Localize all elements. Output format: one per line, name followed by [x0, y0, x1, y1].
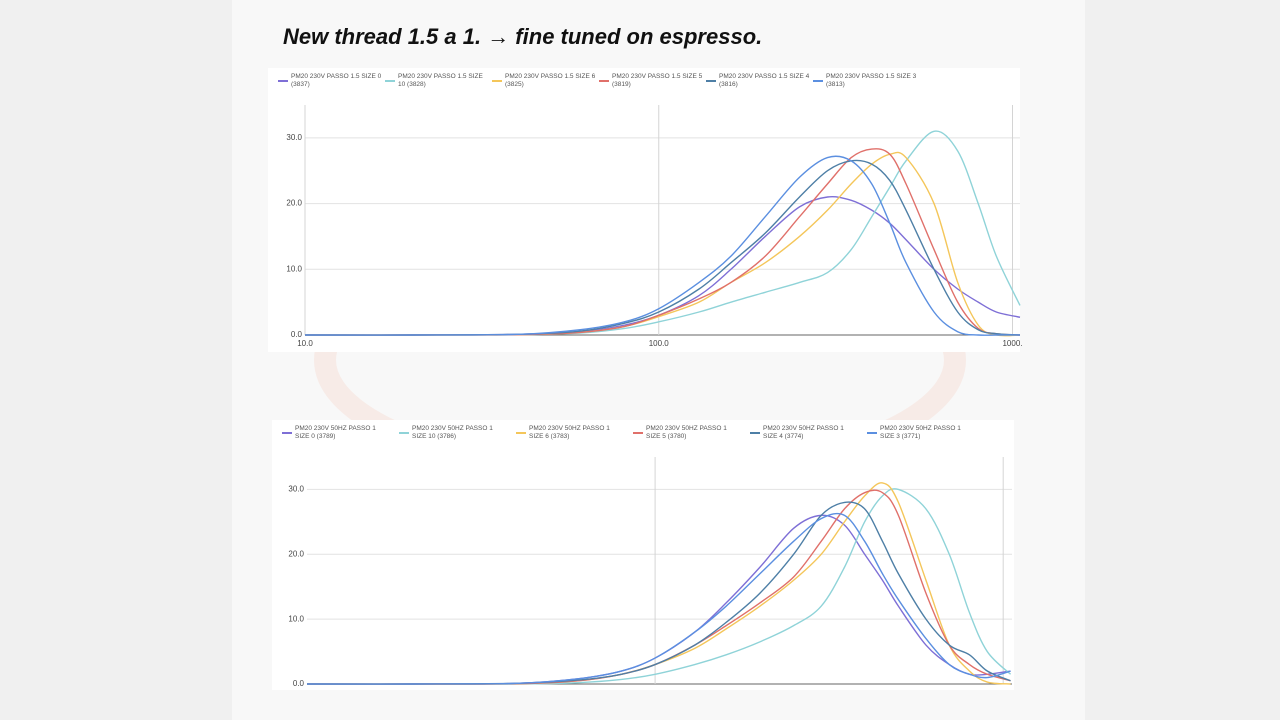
legend-swatch	[385, 80, 395, 82]
legend-swatch	[706, 80, 716, 82]
legend-swatch	[599, 80, 609, 82]
legend-swatch	[282, 432, 292, 434]
legend-label: PM20 230V PASSO 1.5 SIZE 10 (3828)	[398, 73, 483, 88]
y-tick-label: 10.0	[288, 614, 304, 623]
legend-swatch	[750, 432, 760, 434]
y-tick-label: 20.0	[286, 199, 302, 208]
chart-panel	[272, 420, 1014, 690]
legend-label: PM20 230V 50HZ PASSO 1 SIZE 4 (3774)	[763, 425, 844, 440]
plot: 0.0 10.0 20.0 30.0	[288, 457, 1012, 688]
y-tick-label: 10.0	[286, 264, 302, 273]
data-line	[306, 488, 1012, 685]
legend-item: PM20 230V 50HZ PASSO 1 SIZE 5 (3780)	[633, 425, 738, 441]
legend-item: PM20 230V 50HZ PASSO 1 SIZE 0 (3789)	[282, 425, 387, 441]
legend-swatch	[399, 432, 409, 434]
legend-swatch	[492, 80, 502, 82]
legend-item: PM20 230V PASSO 1.5 SIZE 6 (3825)	[492, 73, 597, 89]
x-tick-label: 100.0	[649, 339, 670, 348]
legend-item: PM20 230V PASSO 1.5 SIZE 0 (3837)	[278, 73, 383, 89]
legend-label: PM20 230V 50HZ PASSO 1 SIZE 6 (3783)	[529, 425, 610, 440]
legend-label: PM20 230V PASSO 1.5 SIZE 6 (3825)	[505, 73, 596, 88]
data-line	[304, 155, 1020, 336]
legend-label: PM20 230V 50HZ PASSO 1 SIZE 0 (3789)	[295, 425, 376, 440]
data-line	[306, 501, 1011, 685]
legend-swatch	[516, 432, 526, 434]
legend-swatch	[633, 432, 643, 434]
legend-item: PM20 230V 50HZ PASSO 1 SIZE 10 (3786)	[399, 425, 504, 441]
data-line	[304, 148, 1021, 336]
y-tick-label: 30.0	[286, 133, 302, 142]
legend-item: PM20 230V 50HZ PASSO 1 SIZE 4 (3774)	[750, 425, 855, 441]
y-tick-label: 20.0	[288, 549, 304, 558]
legend-item: PM20 230V PASSO 1.5 SIZE 4 (3816)	[706, 73, 811, 89]
legend-label: PM20 230V 50HZ PASSO 1 SIZE 10 (3786)	[412, 425, 493, 440]
x-tick-label: 10.0	[297, 339, 313, 348]
legend-swatch	[867, 432, 877, 434]
slide-title: New thread 1.5 a 1. → fine tuned on espr…	[283, 24, 763, 49]
legend-label: PM20 230V PASSO 1.5 SIZE 5 (3819)	[612, 73, 703, 88]
legend-label: PM20 230V 50HZ PASSO 1 SIZE 3 (3771)	[880, 425, 961, 440]
y-tick-label: 30.0	[288, 485, 304, 494]
legend-label: PM20 230V PASSO 1.5 SIZE 3 (3813)	[826, 73, 917, 88]
legend-label: PM20 230V PASSO 1.5 SIZE 4 (3816)	[719, 73, 810, 88]
legend-item: PM20 230V PASSO 1.5 SIZE 10 (3828)	[385, 73, 490, 89]
legend-swatch	[278, 80, 288, 82]
plot: 0.010.020.030.010.0 100.0 1000.	[286, 105, 1023, 348]
legend-item: PM20 230V 50HZ PASSO 1 SIZE 3 (3771)	[867, 425, 972, 441]
x-tick-label: 1000.	[1002, 339, 1022, 348]
legend-label: PM20 230V PASSO 1.5 SIZE 0 (3837)	[291, 73, 382, 88]
legend-swatch	[813, 80, 823, 82]
y-tick-label: 0.0	[291, 330, 303, 339]
legend-item: PM20 230V PASSO 1.5 SIZE 3 (3813)	[813, 73, 918, 89]
data-line	[306, 512, 1011, 685]
data-line	[304, 159, 1021, 336]
legend-label: PM20 230V 50HZ PASSO 1 SIZE 5 (3780)	[646, 425, 727, 440]
legend-item: PM20 230V 50HZ PASSO 1 SIZE 6 (3783)	[516, 425, 621, 441]
legend-item: PM20 230V PASSO 1.5 SIZE 5 (3819)	[599, 73, 704, 89]
y-tick-label: 0.0	[293, 679, 305, 688]
chart-panel	[268, 68, 1020, 352]
